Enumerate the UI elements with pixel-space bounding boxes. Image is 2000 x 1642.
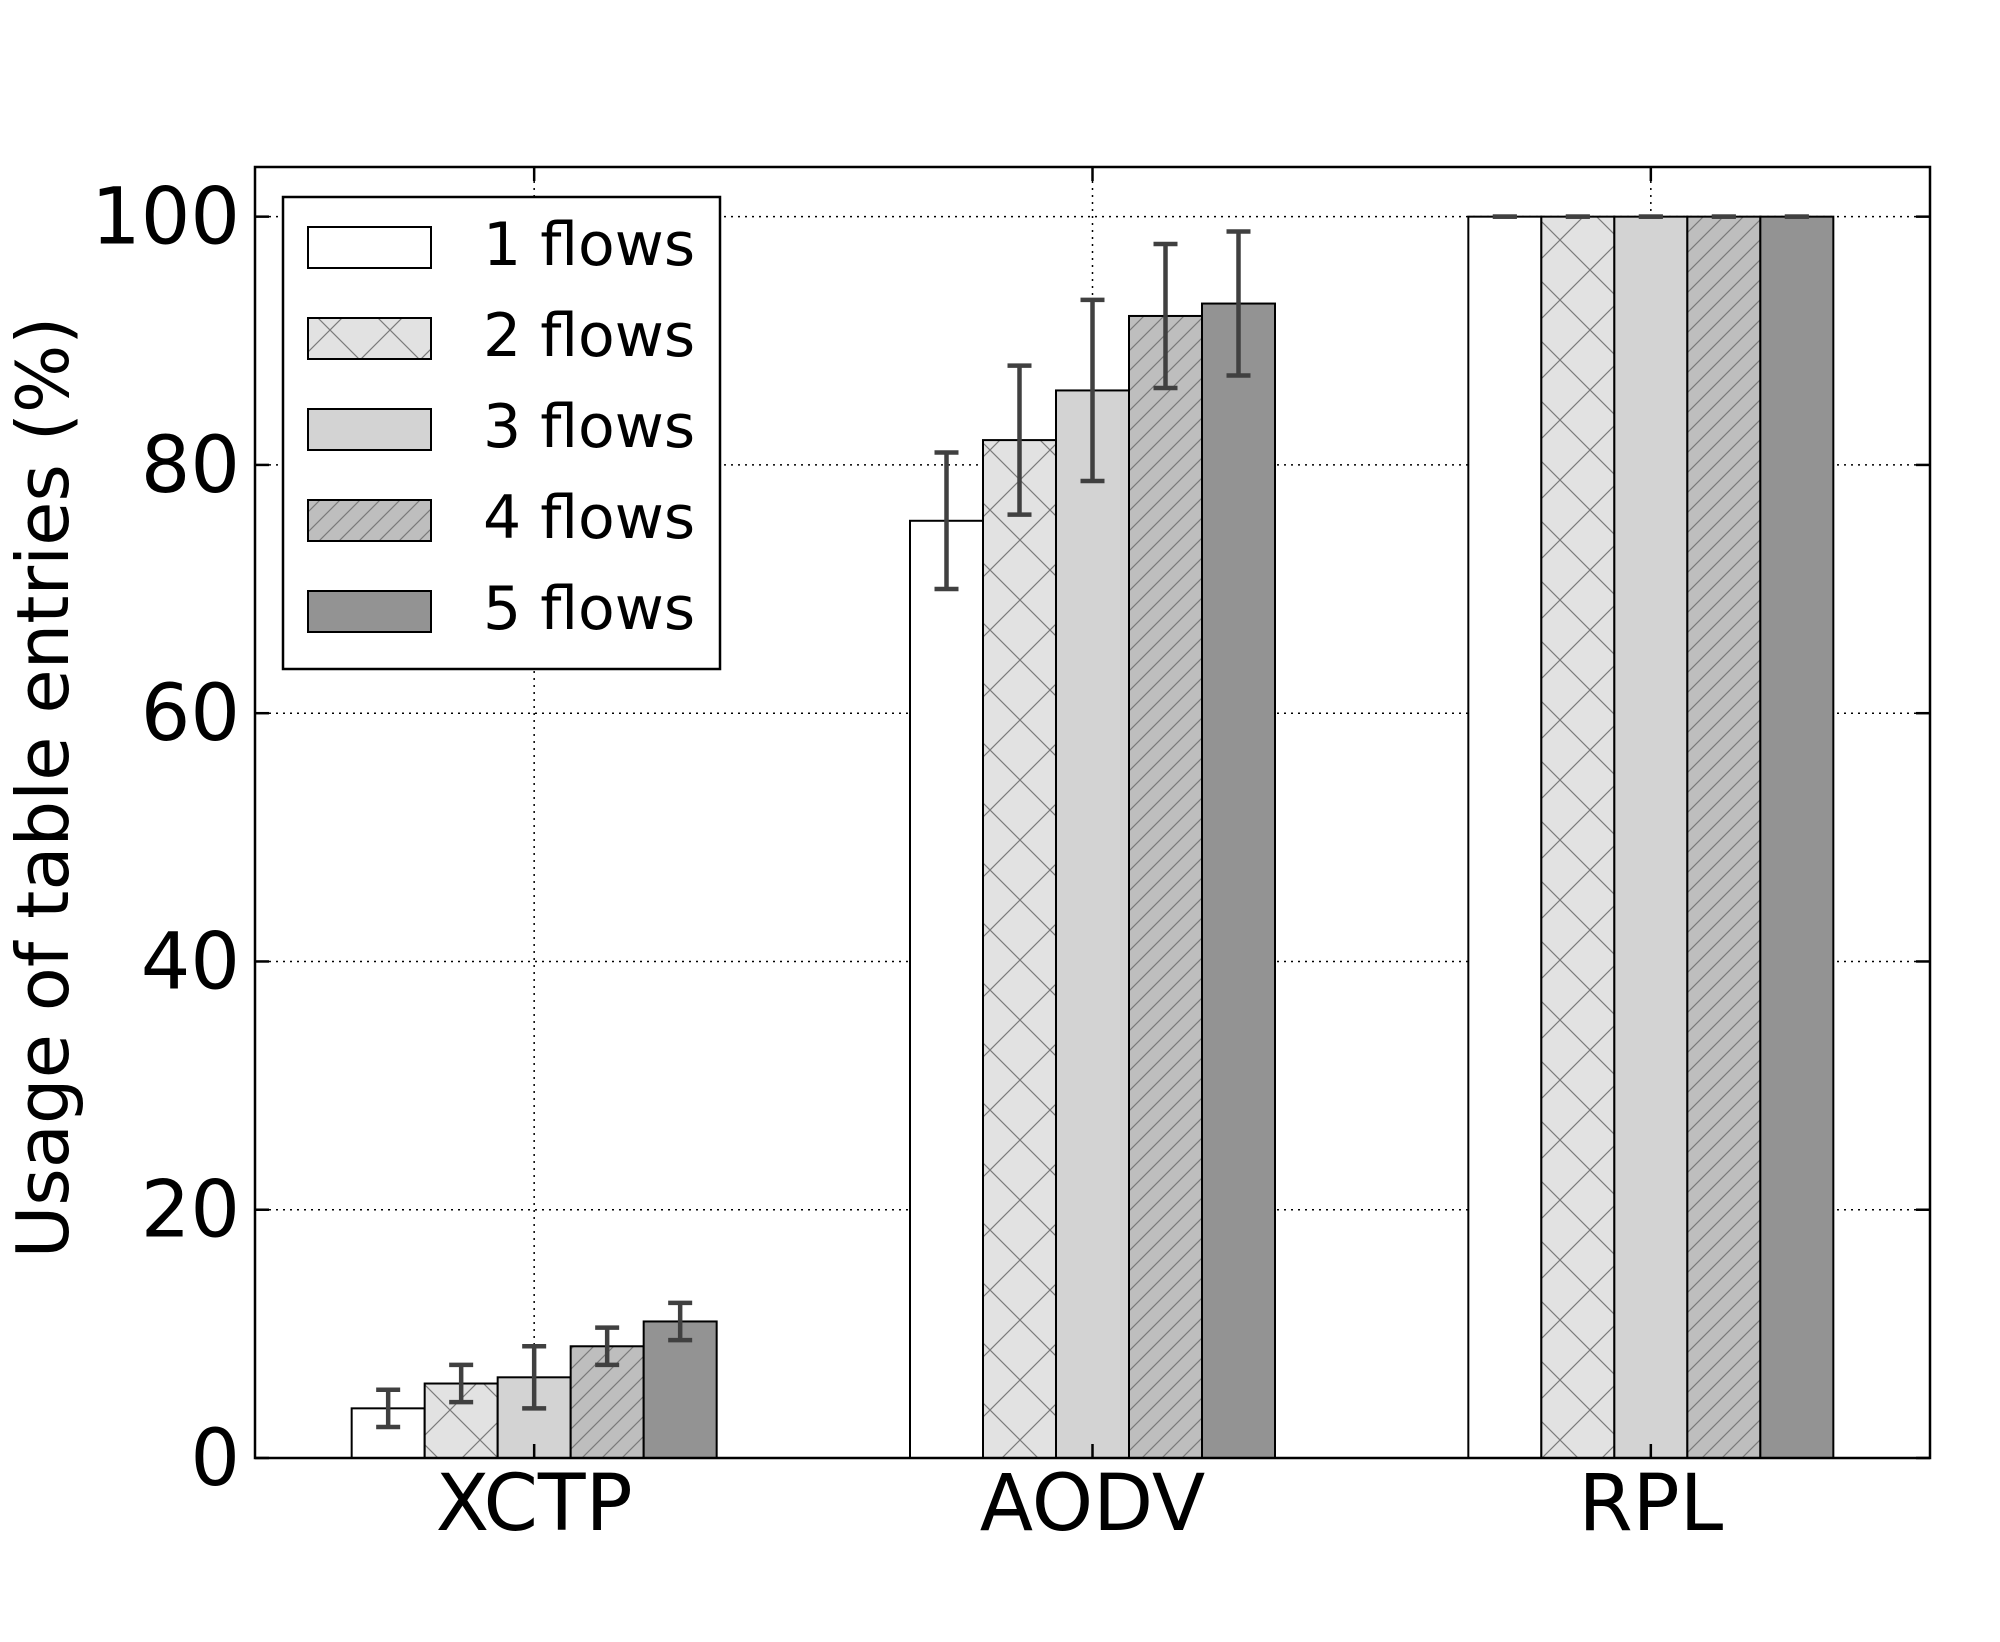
x-tick-label: RPL [1578,1459,1723,1549]
y-tick-label: 80 [141,421,240,511]
bar [1760,216,1834,1459]
legend-swatch-outline [307,408,432,451]
legend-swatch-hatch [308,318,431,359]
error-bars [376,214,1809,1430]
bar-hatch [1687,216,1761,1459]
axis-ticks: 0 20 40 60 80 100 XCTP AODV RPL [91,167,1930,1549]
legend-label: 5 flows [483,574,695,644]
bars [350,215,1835,1460]
y-tick-label: 0 [190,1414,240,1504]
legend-label: 4 flows [483,483,695,553]
legend-label: 2 flows [483,301,695,371]
legend: 1 flows 2 flows 3 flows 4 flows 5 flows [281,195,722,671]
y-tick-label: 60 [141,669,240,759]
bar [1468,216,1542,1459]
bar-hatch [1129,315,1202,1458]
legend-swatch-outline [307,317,432,360]
x-tick-label: AODV [980,1459,1205,1549]
bar [1202,303,1275,1458]
legend-swatch [308,591,431,632]
legend-swatch [308,409,431,450]
bar [910,520,983,1458]
legend-label: 3 flows [483,392,695,462]
bar-hatch [983,440,1056,1458]
legend-swatch [308,227,431,268]
legend-label: 1 flows [483,210,695,280]
y-tick-label: 40 [141,917,240,1007]
y-axis-label: Usage of table entries (%) [1,317,85,1259]
bar [1056,390,1129,1458]
bar-hatch [1541,216,1615,1459]
x-tick-label: XCTP [436,1459,633,1549]
y-tick-label: 100 [91,173,240,263]
legend-swatch-outline [307,590,432,633]
legend-swatch-outline [307,499,432,542]
y-tick-label: 20 [141,1166,240,1256]
legend-swatch-outline [307,226,432,269]
legend-swatch-hatch [308,500,431,541]
bar [643,1321,717,1458]
bar [1614,216,1688,1459]
